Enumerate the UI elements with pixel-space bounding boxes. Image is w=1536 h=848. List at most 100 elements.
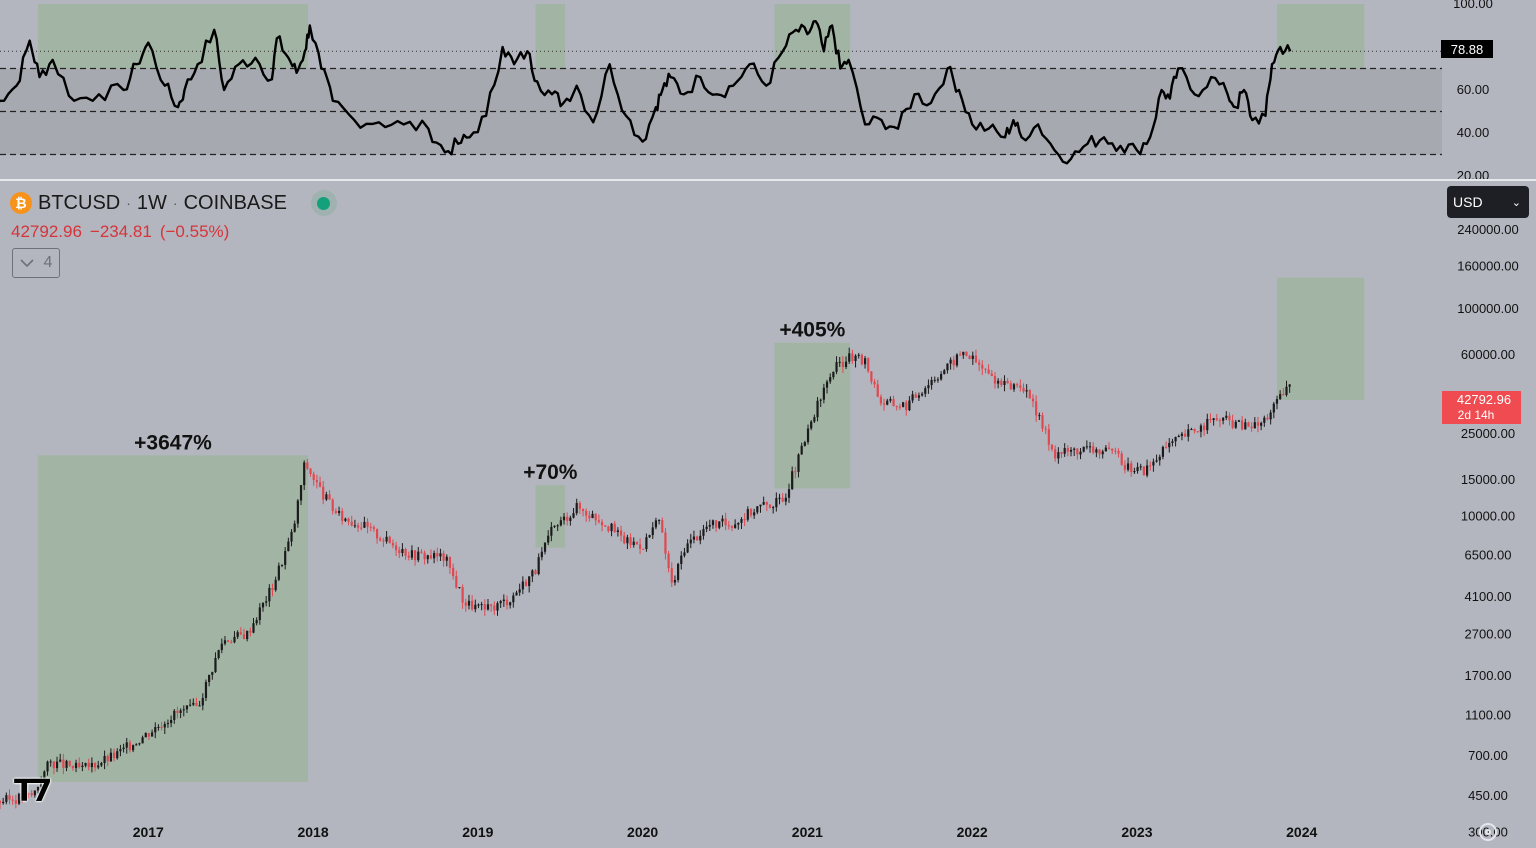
candlestick-series <box>0 347 1291 810</box>
rsi-box-2 <box>774 4 851 69</box>
candle <box>296 499 299 528</box>
market-status-indicator[interactable] <box>310 190 337 216</box>
price-tick-label: 15000.00 <box>1461 472 1515 487</box>
candle <box>559 516 562 527</box>
candle <box>835 356 838 375</box>
candle <box>952 355 955 371</box>
candle <box>775 492 778 512</box>
candle <box>974 349 978 364</box>
candle <box>1272 401 1275 419</box>
candle <box>825 379 829 394</box>
separator-dot: · <box>172 195 178 211</box>
candle <box>230 639 233 644</box>
candle <box>730 524 734 532</box>
candle <box>1260 421 1263 431</box>
candle <box>873 378 876 388</box>
candle <box>116 748 119 760</box>
candle <box>1073 447 1076 457</box>
candle <box>125 737 128 754</box>
candle <box>600 519 604 532</box>
candle <box>661 517 664 533</box>
candle <box>705 521 708 533</box>
price-tick-label: 240000.00 <box>1457 222 1518 237</box>
candle <box>36 786 40 794</box>
candle <box>1031 394 1035 408</box>
candle <box>749 508 753 518</box>
candle <box>166 719 170 728</box>
candle <box>1066 445 1069 457</box>
candle <box>461 584 464 609</box>
candle <box>819 398 822 408</box>
candle <box>1111 448 1114 455</box>
candle <box>179 708 182 719</box>
candle <box>860 353 863 366</box>
candle <box>185 705 189 714</box>
candle <box>1212 417 1215 426</box>
candle <box>762 496 765 506</box>
candle <box>1050 444 1054 452</box>
candle <box>800 442 803 455</box>
candle <box>398 546 401 558</box>
candle <box>112 748 116 762</box>
candle <box>781 493 784 503</box>
candle <box>1092 442 1095 455</box>
candle <box>170 715 173 728</box>
candle <box>65 759 68 772</box>
tradingview-logo[interactable]: T7 <box>14 774 52 809</box>
collapse-indicators-button[interactable]: 4 <box>12 248 60 278</box>
candle <box>1028 389 1031 399</box>
candle <box>363 516 366 529</box>
candle <box>1117 448 1120 458</box>
candle <box>1126 457 1130 472</box>
candle <box>1016 382 1019 388</box>
candle <box>1047 423 1050 451</box>
candle <box>955 353 959 368</box>
currency-select[interactable]: USD ⌄ <box>1447 186 1529 218</box>
candle <box>5 792 8 805</box>
time-tick-label: 2019 <box>462 824 493 840</box>
candle <box>1022 383 1025 394</box>
candle <box>978 359 981 372</box>
candle <box>17 792 21 806</box>
candle <box>1133 467 1136 474</box>
candle <box>553 525 556 529</box>
candle <box>927 379 930 394</box>
candle <box>81 762 84 772</box>
settings-icon[interactable] <box>1479 823 1497 841</box>
candle <box>727 520 730 530</box>
candle <box>388 535 391 544</box>
candle <box>265 596 268 607</box>
candle <box>1164 441 1168 449</box>
candle <box>718 521 721 530</box>
market-open-dot <box>317 196 331 210</box>
candle <box>341 507 344 525</box>
time-axis: 2017 2018 2019 2020 2021 2022 2023 2024 <box>133 824 1318 840</box>
candle <box>534 568 537 575</box>
candle <box>360 521 363 531</box>
gain-annotation: +70% <box>523 461 578 484</box>
candle <box>1019 379 1022 392</box>
candle <box>562 512 566 525</box>
candle <box>258 603 261 625</box>
candle <box>366 518 369 534</box>
candle <box>1282 388 1285 396</box>
symbol-legend[interactable]: ₿ BTCUSD · 1W · COINBASE <box>10 190 337 216</box>
candle <box>21 788 24 804</box>
candle <box>512 592 515 608</box>
candle <box>882 398 886 411</box>
candle <box>556 524 559 532</box>
gain-annotations: +3647% +70% +405% <box>134 319 845 484</box>
candle <box>52 761 55 775</box>
candle <box>385 531 388 544</box>
candle <box>984 368 987 374</box>
candle <box>455 570 458 589</box>
candle <box>1250 422 1253 432</box>
candle <box>635 541 639 545</box>
candle <box>1149 461 1152 471</box>
candle <box>347 517 350 526</box>
candle <box>414 550 417 566</box>
candle <box>464 598 467 612</box>
candle <box>78 757 81 769</box>
chevron-down-icon: ⌄ <box>1511 196 1521 209</box>
